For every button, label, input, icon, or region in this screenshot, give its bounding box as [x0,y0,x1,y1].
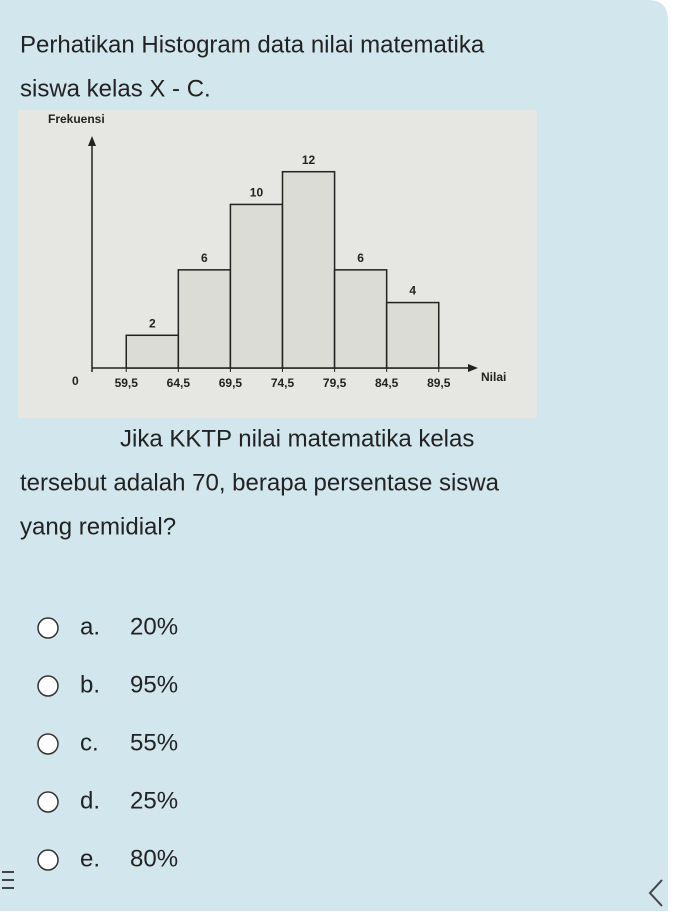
option-text: 20% [130,613,178,640]
histogram-bar [385,301,440,369]
x-tick-label: 89,5 [427,376,451,390]
option-text: 25% [130,787,178,814]
option-letter: c. [80,729,99,756]
option-radio[interactable] [37,733,59,755]
option-radio[interactable] [37,675,59,697]
option-radio[interactable] [37,849,59,871]
option-letter: a. [80,613,100,640]
x-tick-label: 64,5 [167,376,191,390]
histogram-bar [229,203,284,369]
histogram-bar [281,170,336,369]
value-label: 6 [201,251,208,265]
question-text: yang remidial? [20,513,176,540]
back-icon[interactable] [648,879,663,907]
option-text: 55% [130,729,178,756]
x-tick-label: 74,5 [271,376,295,390]
x-tick-label: 69,5 [219,376,243,390]
question-text: siswa kelas X - C. [20,75,211,102]
x-axis-arrow [468,364,478,372]
option-radio[interactable] [37,617,59,639]
y-axis-arrow [88,136,96,146]
option-letter: e. [80,845,100,872]
option-letter: d. [80,787,100,814]
option-text: 80% [130,845,178,872]
menu-icon[interactable] [2,871,14,889]
x-axis-label: Nilai [481,370,506,384]
option-letter: b. [80,671,100,698]
y-axis-label: Frekuensi [48,112,105,126]
value-label: 12 [302,153,316,167]
question-text: tersebut adalah 70, berapa persentase si… [20,469,500,496]
option-text: 95% [130,671,178,698]
histogram-bar [125,334,180,369]
question-text: Jika KKTP nilai matematika kelas [120,425,474,452]
value-label: 10 [250,186,264,200]
value-label: 4 [409,284,416,298]
question-text: Perhatikan Histogram data nilai matemati… [20,31,485,58]
x-tick-label: 59,5 [115,376,139,390]
x-tick-label: 79,5 [323,376,347,390]
value-label: 6 [357,251,364,265]
x-tick-label: 84,5 [375,376,399,390]
histogram-bar [333,269,388,369]
histogram-bar [177,269,232,369]
value-label: 2 [149,316,156,330]
option-radio[interactable] [37,791,59,813]
x-origin-label: 0 [72,374,79,388]
